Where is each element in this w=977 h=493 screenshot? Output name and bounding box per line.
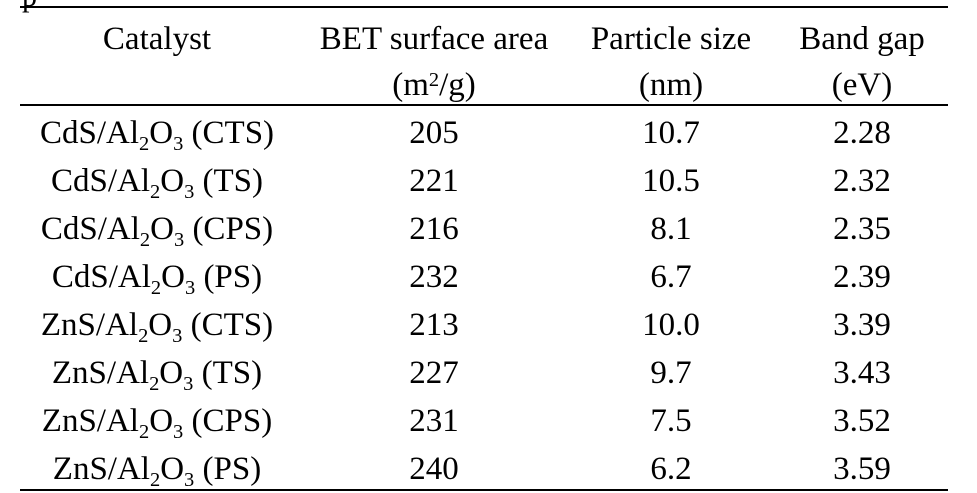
table-cell-particle-size: 8.1 [650,211,692,247]
al-subscript: 2 [138,324,149,347]
table-cell-bet: 240 [409,451,459,487]
table-cell-band-gap: 3.59 [833,451,891,487]
table-cell-bet: 205 [409,115,459,151]
table-row-catalyst: CdS/Al2O3 (CTS) [39,114,275,155]
o-subscript: 3 [184,276,196,299]
table-row-catalyst: ZnS/Al2O3 (TS) [51,354,263,395]
catalyst-oxygen: O [159,355,184,391]
al-subscript: 2 [139,228,151,251]
table-row-catalyst: ZnS/Al2O3 (CPS) [41,402,273,443]
table-cell-particle-size: 6.7 [650,259,692,295]
catalyst-method: (CTS) [182,307,274,343]
table-cell-band-gap: 2.39 [833,259,891,295]
o-subscript: 3 [183,372,194,395]
table-cell-bet: 216 [409,211,459,247]
header-bet-unit-superscript: 2 [428,68,440,91]
catalyst-metal: ZnS/Al [51,355,150,391]
header-particle-unit: (nm) [638,67,704,103]
catalyst-oxygen: O [149,115,174,151]
table-header-rule [20,104,948,106]
table-cell-bet: 227 [409,355,459,391]
table-cell-band-gap: 2.35 [833,211,891,247]
catalyst-oxygen: O [160,163,185,199]
header-bet-unit-prefix: (m [392,67,429,103]
header-band-gap: Band gap (eV) [799,16,925,108]
catalyst-metal: ZnS/Al [52,451,150,487]
o-subscript: 3 [173,228,185,251]
table-row-catalyst: CdS/Al2O3 (CPS) [40,210,274,251]
header-bandgap-label: Band gap [799,21,925,57]
catalyst-oxygen: O [150,211,174,247]
catalyst-metal: CdS/Al [51,259,151,295]
catalyst-oxygen: O [149,403,174,439]
table-top-rule [20,6,948,8]
o-subscript: 3 [173,132,184,155]
table-cell-band-gap: 3.39 [833,307,891,343]
table-row-catalyst: CdS/Al2O3 (PS) [51,258,263,299]
o-subscript: 3 [184,180,195,203]
table-cell-band-gap: 2.32 [833,163,891,199]
catalyst-oxygen: O [160,451,185,487]
header-bet-unit-suffix: /g) [439,67,476,103]
table-cell-particle-size: 10.0 [642,307,700,343]
header-bandgap-unit: (eV) [831,67,893,103]
table-cell-bet: 221 [409,163,459,199]
o-subscript: 3 [172,324,183,347]
table-cell-band-gap: 2.28 [833,115,891,151]
table-cell-bet: 231 [409,403,459,439]
table-cell-particle-size: 10.5 [642,163,700,199]
catalyst-method: (TS) [193,355,263,391]
table-cell-particle-size: 9.7 [650,355,692,391]
cropped-caption-fragment: p [22,0,37,12]
al-subscript: 2 [139,132,150,155]
header-particle-label: Particle size [590,21,752,57]
header-catalyst: Catalyst [103,16,211,62]
table-cell-band-gap: 3.52 [833,403,891,439]
table-cell-particle-size: 10.7 [642,115,700,151]
catalyst-metal: ZnS/Al [41,403,139,439]
catalyst-oxygen: O [148,307,173,343]
table-row-catalyst: CdS/Al2O3 (TS) [50,162,264,203]
header-particle-size: Particle size (nm) [591,16,751,108]
table-cell-bet: 213 [409,307,459,343]
header-bet-unit: (m2/g) [320,62,548,108]
catalyst-metal: CdS/Al [50,163,151,199]
catalyst-method: (CPS) [184,211,274,247]
header-bet-surface-area: BET surface area (m2/g) [320,16,548,108]
catalyst-method: (CPS) [183,403,273,439]
table-cell-bet: 232 [409,259,459,295]
o-subscript: 3 [184,468,195,491]
catalyst-method: (CTS) [183,115,275,151]
al-subscript: 2 [150,276,162,299]
al-subscript: 2 [149,468,161,491]
al-subscript: 2 [138,420,150,443]
table-cell-particle-size: 7.5 [650,403,692,439]
catalyst-oxygen: O [161,259,185,295]
catalyst-metal: CdS/Al [39,115,140,151]
table-cell-band-gap: 3.43 [833,355,891,391]
catalyst-method: (TS) [194,163,264,199]
header-bet-label: BET surface area [319,21,549,57]
table-bottom-rule [20,489,948,491]
catalyst-method: (PS) [195,259,263,295]
al-subscript: 2 [149,372,160,395]
table-cell-particle-size: 6.2 [650,451,692,487]
catalyst-method: (PS) [194,451,262,487]
table-row-catalyst: ZnS/Al2O3 (PS) [52,450,262,491]
table-row-catalyst: ZnS/Al2O3 (CTS) [40,306,274,347]
catalyst-metal: ZnS/Al [40,307,139,343]
header-catalyst-label: Catalyst [102,21,212,57]
al-subscript: 2 [150,180,161,203]
o-subscript: 3 [173,420,184,443]
catalyst-metal: CdS/Al [40,211,140,247]
